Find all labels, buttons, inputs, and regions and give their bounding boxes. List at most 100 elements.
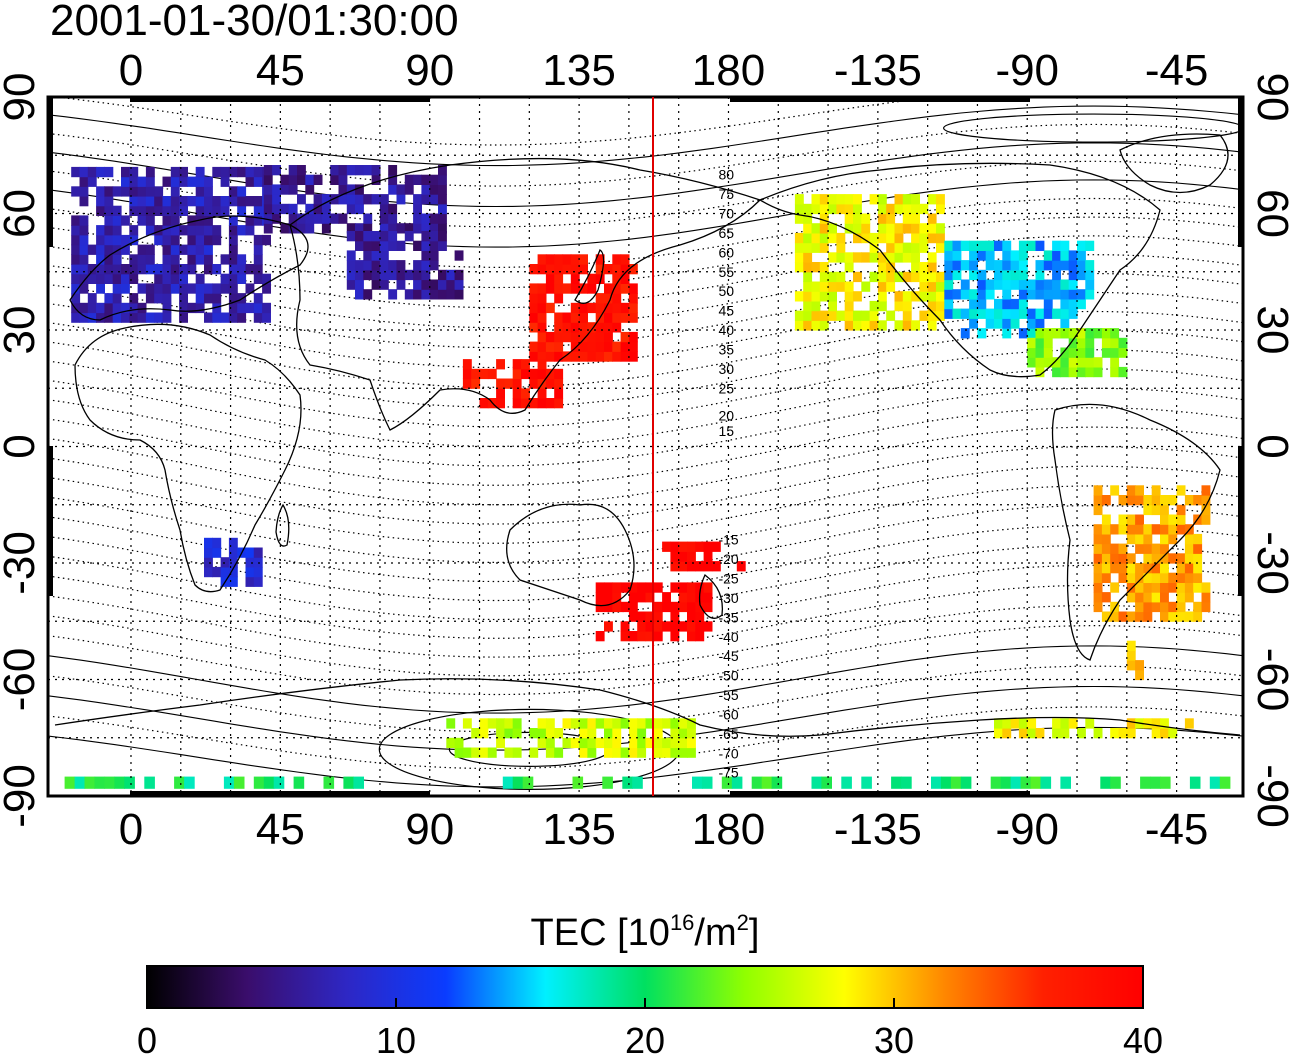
tec-cell xyxy=(1035,308,1045,319)
tec-cell xyxy=(545,283,555,294)
tec-cell xyxy=(853,223,862,234)
tec-cell xyxy=(162,205,172,216)
tec-cell xyxy=(894,320,904,331)
tec-cell xyxy=(170,166,180,178)
top-lon-tick-label: 90 xyxy=(405,46,454,95)
tec-cell xyxy=(687,551,696,562)
tec-cell xyxy=(137,186,147,197)
tec-cell xyxy=(280,203,290,215)
tec-cell xyxy=(952,289,962,300)
tec-cell xyxy=(554,388,564,399)
tec-cell xyxy=(421,213,431,224)
tec-cell xyxy=(212,312,222,323)
tec-cell xyxy=(1126,582,1136,593)
tec-cell xyxy=(678,718,688,729)
tec-cell xyxy=(1027,337,1037,349)
tec-cell xyxy=(1093,563,1103,574)
tec-cell xyxy=(662,541,671,552)
tec-cell xyxy=(1184,563,1194,574)
contour-label: -40 xyxy=(718,629,738,645)
tec-cell xyxy=(129,196,139,207)
tec-cell xyxy=(87,166,97,178)
frame-thick-right-2 xyxy=(1238,446,1243,596)
tec-cell xyxy=(379,231,389,242)
tec-cell xyxy=(421,279,431,290)
tec-cell xyxy=(237,225,247,236)
tec-cell xyxy=(537,737,547,749)
tec-cell xyxy=(687,601,696,613)
frame-thick-top xyxy=(130,97,430,102)
tec-cell xyxy=(919,262,929,273)
tec-cell xyxy=(1060,776,1071,789)
tec-cell xyxy=(1018,728,1028,739)
tec-cell xyxy=(496,737,505,749)
tec-cell xyxy=(179,293,188,304)
tec-cell xyxy=(479,718,489,729)
tec-cell xyxy=(170,205,180,216)
tec-cell xyxy=(454,279,464,290)
tec-cell xyxy=(1160,553,1169,564)
tec-cell xyxy=(844,300,854,312)
tec-cell xyxy=(112,186,122,197)
tec-cell xyxy=(562,312,572,323)
tec-cell xyxy=(803,242,813,253)
tec-cell xyxy=(346,203,356,215)
tec-cell xyxy=(187,196,197,207)
tec-cell xyxy=(187,234,197,246)
tec-cell xyxy=(1093,533,1103,545)
tec-cell xyxy=(1035,318,1045,329)
tec-cell xyxy=(253,302,263,314)
tec-cell xyxy=(195,166,205,178)
tec-cell xyxy=(1201,514,1211,525)
tec-cell xyxy=(570,273,580,284)
tec-cell xyxy=(919,232,929,244)
tec-cell xyxy=(1020,776,1032,789)
tec-cell xyxy=(1018,289,1028,300)
tec-cell xyxy=(794,310,804,321)
tec-cell xyxy=(1085,337,1095,349)
tec-cell xyxy=(602,776,613,789)
tec-cell xyxy=(355,260,364,271)
tec-cell xyxy=(1126,524,1136,535)
tec-cell xyxy=(253,234,263,246)
tec-cell xyxy=(1101,533,1111,545)
tec-cell xyxy=(844,252,854,263)
tec-cell xyxy=(1160,504,1169,516)
tec-cell xyxy=(512,359,522,370)
contour-label: -50 xyxy=(718,668,738,684)
tec-cell xyxy=(869,194,879,205)
tec-cell xyxy=(1035,728,1045,739)
tec-cell xyxy=(253,244,263,255)
tec-cell xyxy=(129,312,139,323)
tec-cell xyxy=(819,281,829,292)
tec-cell xyxy=(1201,582,1211,593)
tec-cell xyxy=(112,205,122,216)
tec-cell xyxy=(1068,279,1078,290)
tec-cell xyxy=(1168,728,1178,739)
tec-cell xyxy=(84,776,96,789)
tec-cell xyxy=(280,174,290,185)
tec-cell xyxy=(104,254,114,265)
tec-cell xyxy=(620,264,630,275)
tec-cell xyxy=(145,244,155,255)
tec-cell xyxy=(1018,308,1028,319)
tec-cell xyxy=(154,283,164,294)
tec-cell xyxy=(637,631,647,642)
tec-cell xyxy=(1110,524,1120,535)
tec-cell xyxy=(529,398,539,409)
tec-cell xyxy=(438,194,447,205)
tec-cell xyxy=(121,244,130,255)
tec-cell xyxy=(1018,279,1028,290)
tec-cell xyxy=(429,194,439,205)
tec-cell xyxy=(545,737,555,749)
tec-cell xyxy=(297,165,306,176)
tec-cell xyxy=(137,215,147,226)
tec-cell xyxy=(1101,572,1111,583)
tec-cell xyxy=(396,279,406,290)
tec-cell xyxy=(1110,582,1120,593)
tec-cell xyxy=(179,283,188,294)
tec-cell xyxy=(1176,611,1186,622)
tec-cell xyxy=(1126,553,1136,564)
tec-cell xyxy=(1151,504,1161,516)
tec-cell xyxy=(927,194,937,205)
